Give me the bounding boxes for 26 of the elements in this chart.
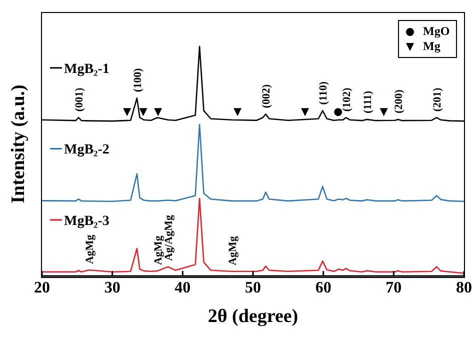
x-tick-label: 60 bbox=[315, 279, 332, 296]
x-tick-label: 50 bbox=[245, 279, 261, 296]
annotation: AgMg bbox=[84, 234, 96, 264]
annotation: (110) bbox=[318, 81, 330, 105]
annotation: (201) bbox=[432, 87, 444, 112]
x-tick-label: 40 bbox=[174, 279, 191, 296]
legend-label: MgB₂-1 bbox=[64, 62, 110, 77]
annotation: AgMg bbox=[226, 236, 239, 266]
annotation: (100) bbox=[132, 68, 144, 92]
legend-label: MgB₂-2 bbox=[64, 142, 110, 158]
legend-label: MgB₂-3 bbox=[64, 214, 110, 229]
annotation: AgMg bbox=[152, 235, 164, 265]
annotation: (102) bbox=[340, 87, 353, 112]
annotation: (001) bbox=[74, 87, 86, 112]
x-tick-label: 20 bbox=[34, 279, 50, 296]
x-tick-label: 30 bbox=[104, 279, 120, 296]
annotation: (200) bbox=[392, 89, 405, 114]
legend-label: MgO bbox=[423, 24, 450, 39]
x-tick-label: 80 bbox=[456, 279, 472, 296]
y-axis-title: Intensity (a.u.) bbox=[8, 84, 29, 204]
legend-label: Mg bbox=[423, 39, 440, 54]
annotation: (111) bbox=[362, 90, 374, 114]
x-tick-label: 70 bbox=[386, 279, 402, 296]
x-axis-title: 2θ (degree) bbox=[208, 306, 298, 327]
annotation: Ag/AgMg bbox=[162, 214, 175, 261]
annotation: (002) bbox=[260, 84, 273, 108]
